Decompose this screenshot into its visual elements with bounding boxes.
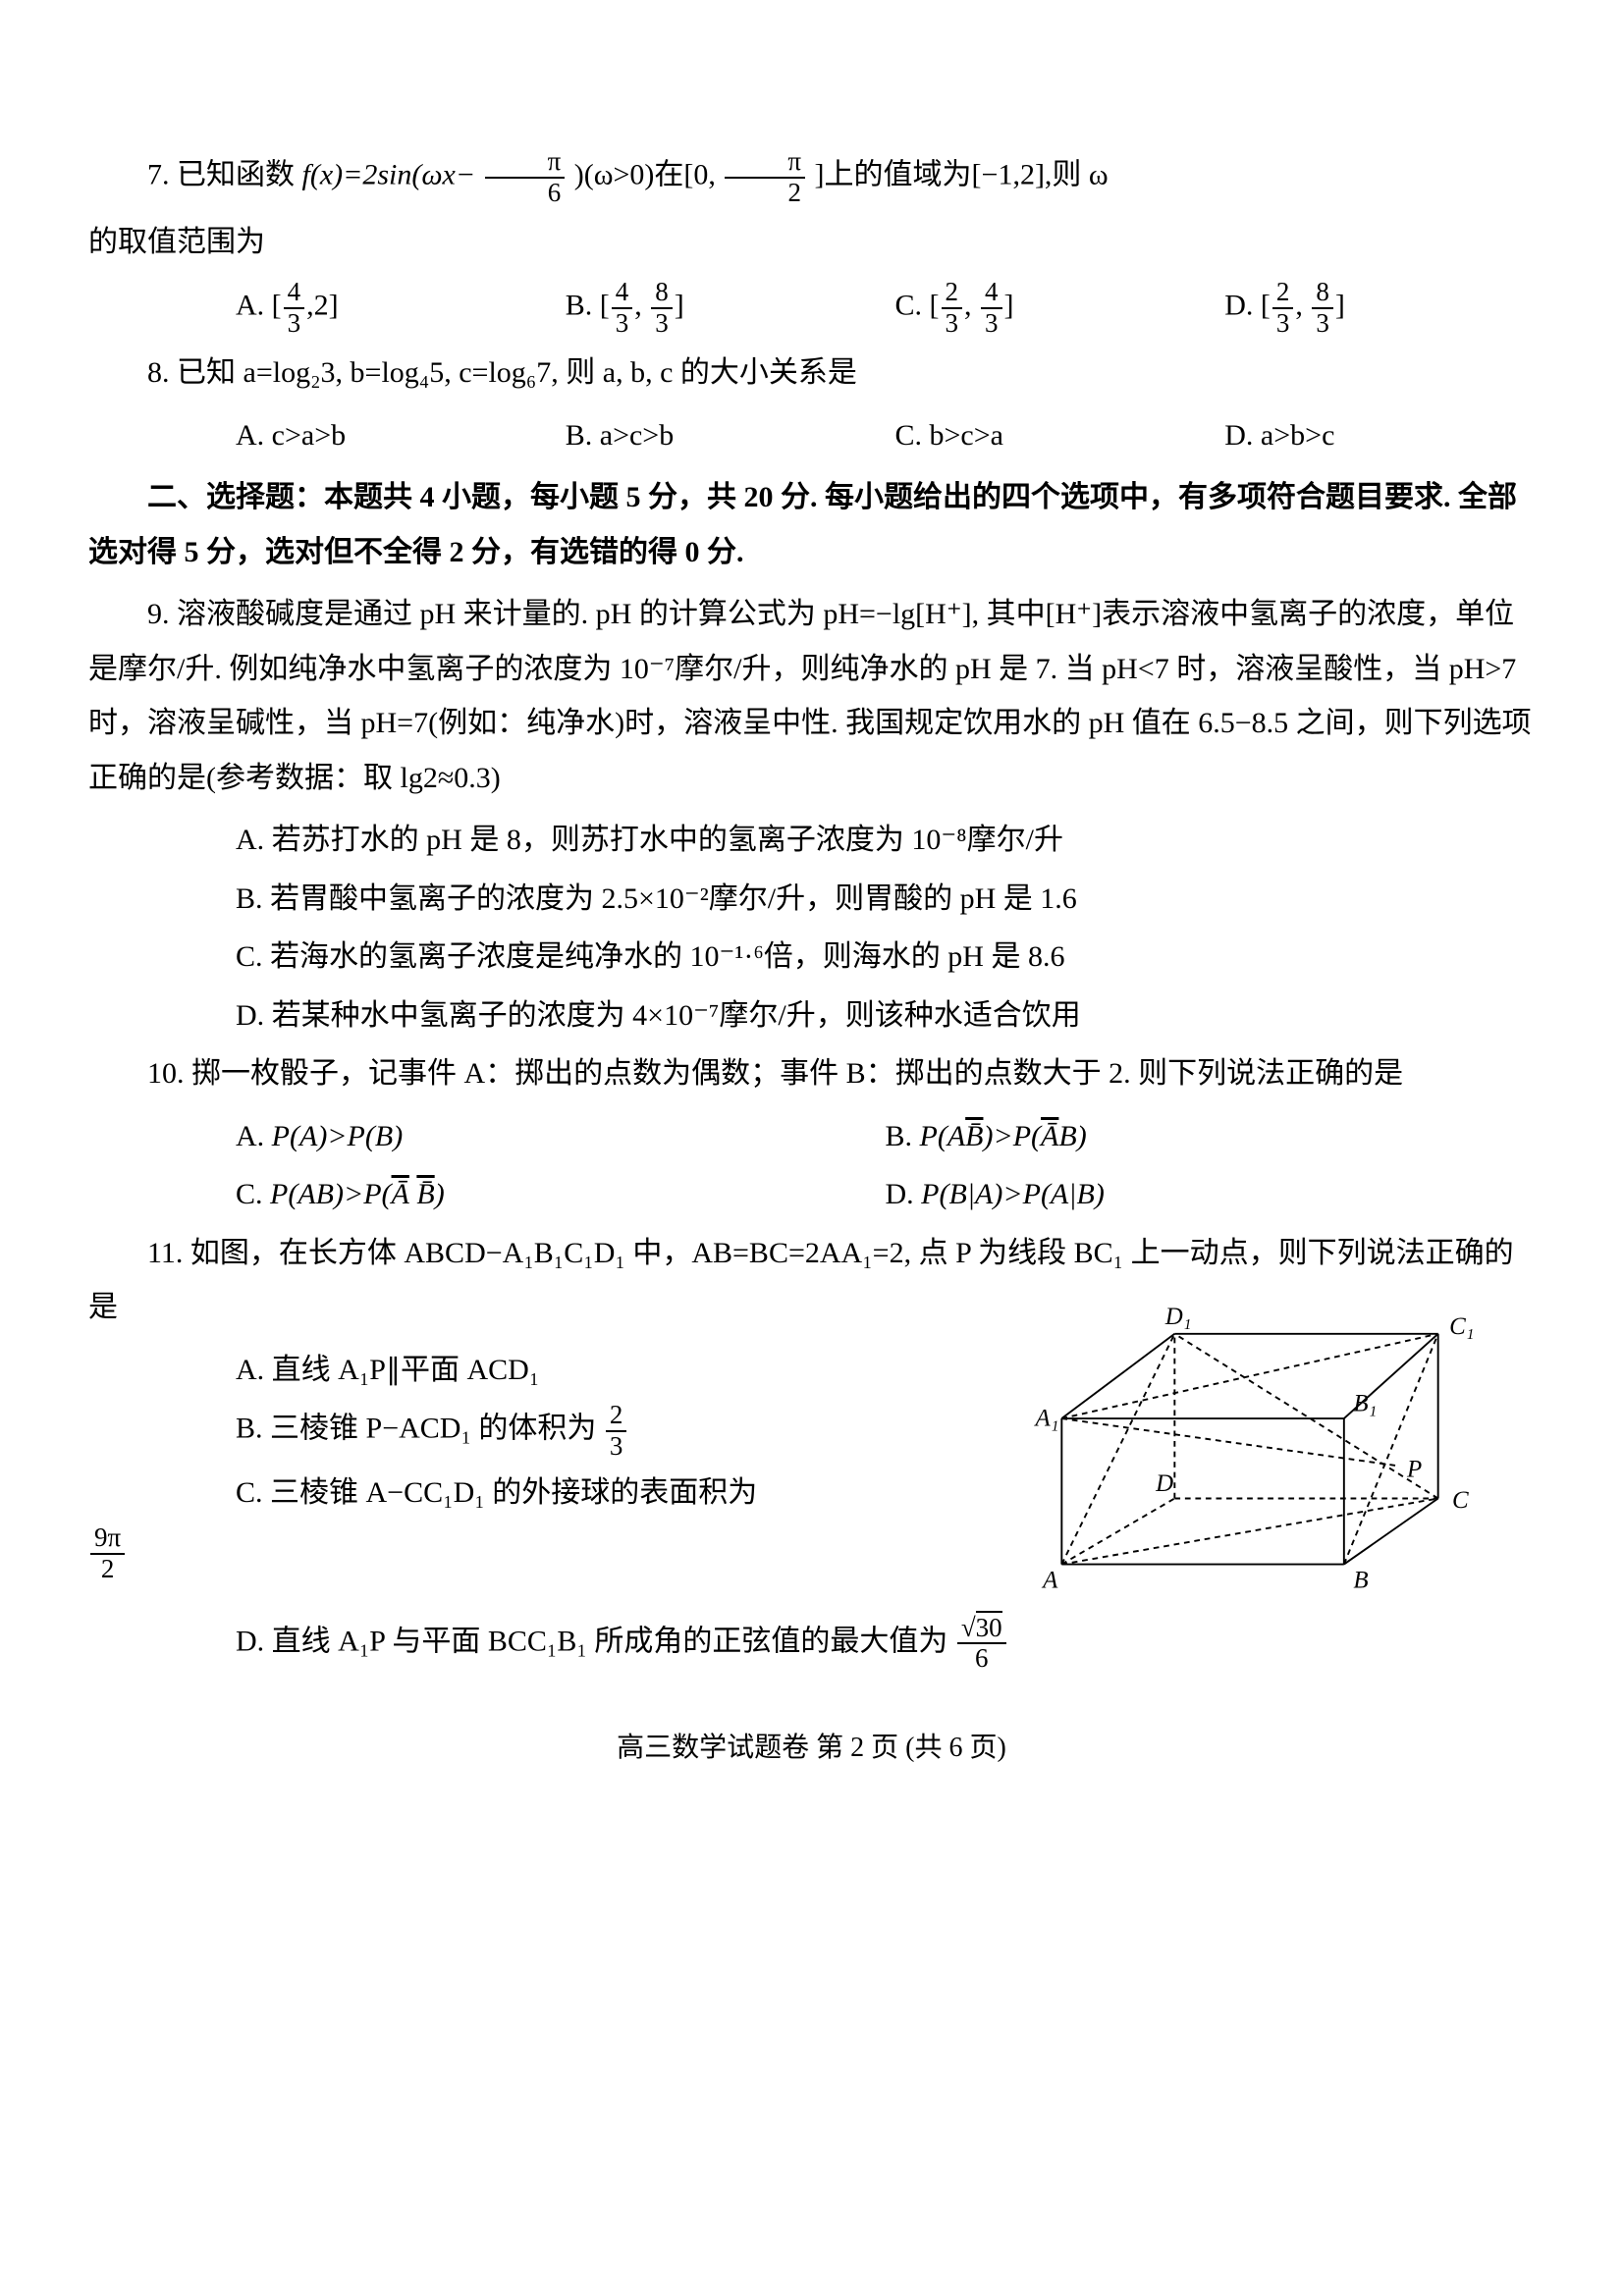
svg-text:P: P [1406, 1456, 1422, 1482]
q10-optC: C. P(AB)>P(Ā B̄) [236, 1167, 886, 1222]
q7-frac1: π6 [485, 147, 566, 207]
q11-optA: A. 直线 A₁P∥平面 ACD₁ [88, 1343, 972, 1398]
svg-text:A: A [1041, 1567, 1058, 1593]
q10-optD: D. P(B|A)>P(A|B) [886, 1167, 1536, 1222]
q10-row1: A. P(A)>P(B) B. P(AB̄)>P(ĀB) [88, 1109, 1535, 1164]
q10: 10. 掷一枚骰子，记事件 A：掷出的点数为偶数；事件 B：掷出的点数大于 2.… [88, 1046, 1535, 1222]
q9-optC: C. 若海水的氢离子浓度是纯净水的 10⁻¹·⁶倍，则海水的 pH 是 8.6 [88, 930, 1535, 985]
q9-optA: A. 若苏打水的 pH 是 8，则苏打水中的氢离子浓度为 10⁻⁸摩尔/升 [88, 813, 1535, 868]
svg-text:B: B [1353, 1567, 1368, 1593]
q11-options-block: A. 直线 A₁P∥平面 ACD₁ B. 三棱锥 P−ACD₁ 的体积为 23 … [88, 1343, 972, 1520]
q7-optB: B. [43, 83] [566, 278, 876, 338]
q7-mid2: ]上的值域为[−1,2],则 ω [815, 159, 1109, 191]
q7-mid1: )(ω>0)在[0, [574, 159, 724, 191]
q7-optD: D. [23, 83] [1224, 278, 1535, 338]
q10-row2: C. P(AB)>P(Ā B̄) D. P(B|A)>P(A|B) [88, 1167, 1535, 1222]
svg-text:B₁: B₁ [1353, 1390, 1377, 1416]
q10-stem: 10. 掷一枚骰子，记事件 A：掷出的点数为偶数；事件 B：掷出的点数大于 2.… [88, 1046, 1535, 1101]
q8-optC: C. b>c>a [895, 408, 1206, 463]
q7-stem-line2: 的取值范围为 [88, 215, 1535, 270]
svg-text:A₁: A₁ [1034, 1405, 1059, 1431]
q8: 8. 已知 a=log₂3, b=log₄5, c=log₆7, 则 a, b,… [88, 346, 1535, 462]
q8-stem: 8. 已知 a=log₂3, b=log₄5, c=log₆7, 则 a, b,… [88, 346, 1535, 400]
svg-text:D₁: D₁ [1164, 1304, 1192, 1330]
q8-optB: B. a>c>b [566, 408, 876, 463]
q7-optA: A. [43,2] [236, 278, 546, 338]
q7-optC: C. [23, 43] [895, 278, 1206, 338]
section2-title: 二、选择题：本题共 4 小题，每小题 5 分，共 20 分. 每小题给出的四个选… [88, 470, 1535, 579]
q7-stem-line1: 7. 已知函数 f(x)=2sin(ωx− π6 )(ω>0)在[0, π2 ]… [88, 147, 1535, 207]
page-footer: 高三数学试题卷 第 2 页 (共 6 页) [88, 1723, 1535, 1774]
q7-frac2: π2 [725, 147, 805, 207]
svg-text:C: C [1452, 1487, 1469, 1514]
q10-optA: A. P(A)>P(B) [236, 1109, 886, 1164]
q7-formula-1: f(x)=2sin(ωx− [302, 159, 476, 191]
q7-options: A. [43,2] B. [43, 83] C. [23, 43] D. [23… [88, 278, 1535, 338]
svg-text:D: D [1155, 1470, 1173, 1497]
cuboid-diagram: A B C D A₁ B₁ C₁ D₁ P [1024, 1275, 1476, 1609]
q7: 7. 已知函数 f(x)=2sin(ωx− π6 )(ω>0)在[0, π2 ]… [88, 147, 1535, 338]
q10-optB: B. P(AB̄)>P(ĀB) [886, 1109, 1536, 1164]
q9: 9. 溶液酸碱度是通过 pH 来计量的. pH 的计算公式为 pH=−lg[H⁺… [88, 587, 1535, 1042]
q9-optB: B. 若胃酸中氢离子的浓度为 2.5×10⁻²摩尔/升，则胃酸的 pH 是 1.… [88, 872, 1535, 927]
svg-text:C₁: C₁ [1449, 1313, 1474, 1340]
q11-optB: B. 三棱锥 P−ACD₁ 的体积为 23 [88, 1401, 972, 1461]
q8-options: A. c>a>b B. a>c>b C. b>c>a D. a>b>c [88, 408, 1535, 463]
q9-stem: 9. 溶液酸碱度是通过 pH 来计量的. pH 的计算公式为 pH=−lg[H⁺… [88, 587, 1535, 805]
q8-optA: A. c>a>b [236, 408, 546, 463]
q11-optC: C. 三棱锥 A−CC₁D₁ 的外接球的表面积为 [88, 1466, 972, 1521]
q9-optD: D. 若某种水中氢离子的浓度为 4×10⁻⁷摩尔/升，则该种水适合饮用 [88, 988, 1535, 1043]
q11: 11. 如图，在长方体 ABCD−A₁B₁C₁D₁ 中，AB=BC=2AA₁=2… [88, 1226, 1535, 1674]
q7-text-1: 7. 已知函数 [147, 159, 302, 191]
q11-optD: D. 直线 A₁P 与平面 BCC₁B₁ 所成角的正弦值的最大值为 √306 [88, 1614, 1535, 1674]
q8-optD: D. a>b>c [1224, 408, 1535, 463]
